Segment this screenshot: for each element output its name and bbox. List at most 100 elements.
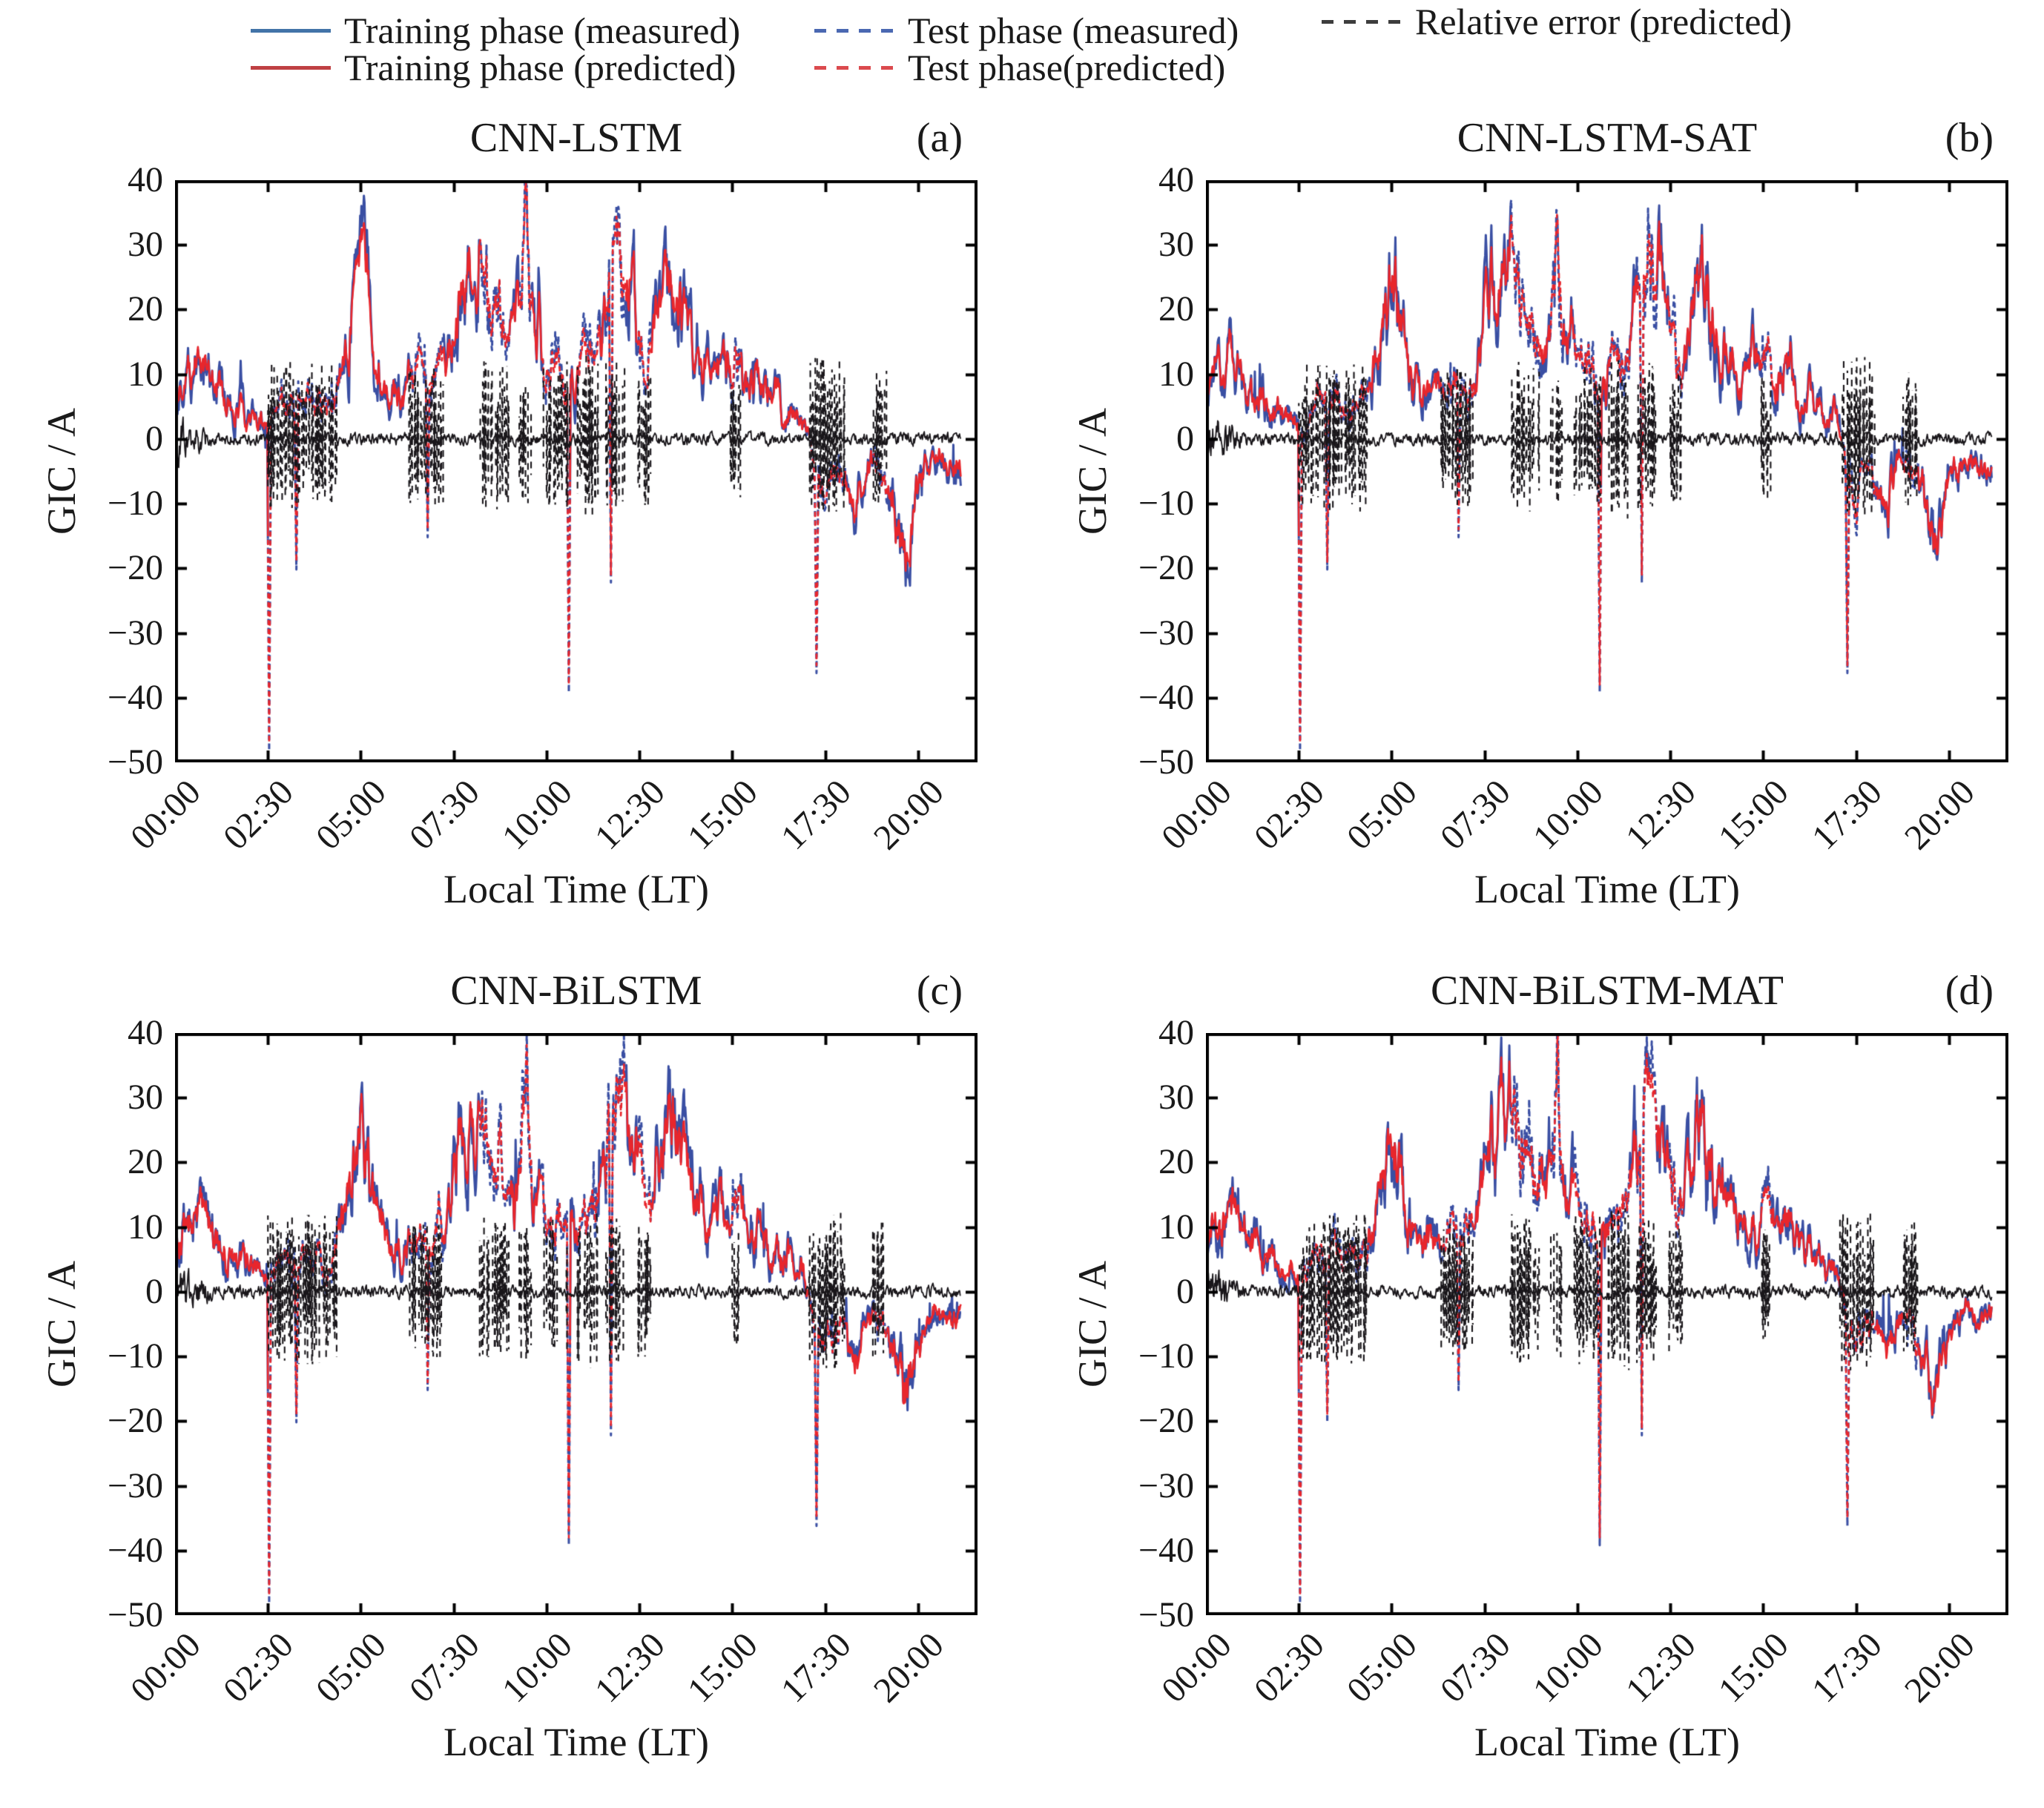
x-tick-label: 00:00 xyxy=(1153,772,1239,858)
subplot-cnn-bilstm: CNN-BiLSTM (c) GIC / A Local Time (LT) 4… xyxy=(0,948,1022,1808)
x-tick-label: 17:30 xyxy=(773,772,859,858)
x-tick-label: 12:30 xyxy=(1618,772,1704,858)
y-tick-label: −50 xyxy=(1138,1595,1194,1634)
x-tick-label: 10:00 xyxy=(1525,1625,1611,1711)
legend-line-training-measured xyxy=(251,28,331,33)
y-tick-label: −10 xyxy=(107,484,163,524)
panel-letter: (a) xyxy=(916,115,963,161)
y-tick-label: −50 xyxy=(107,1595,163,1634)
x-tick-label: 12:30 xyxy=(587,772,673,858)
y-tick-label: 20 xyxy=(128,289,163,329)
x-axis-label: Local Time (LT) xyxy=(1474,867,1740,911)
x-tick-label: 10:00 xyxy=(1525,772,1611,858)
legend-label: Training phase (predicted) xyxy=(344,47,736,88)
y-tick-label: −10 xyxy=(107,1336,163,1376)
x-tick-label: 15:00 xyxy=(680,1625,766,1711)
panel-title: CNN-BiLSTM-MAT xyxy=(1430,968,1784,1014)
x-tick-label: 17:30 xyxy=(1804,772,1890,858)
legend-item-test-predicted: Test phase(predicted) xyxy=(814,46,1225,89)
x-tick-label: 20:00 xyxy=(866,772,952,858)
x-tick-label: 02:30 xyxy=(1247,1625,1332,1711)
plot-canvas-cnn-bilstm-mat xyxy=(1206,1033,2008,1615)
x-tick-label: 07:30 xyxy=(401,1625,487,1711)
x-tick-label: 15:00 xyxy=(680,772,766,858)
legend-label: Training phase (measured) xyxy=(344,10,741,51)
y-tick-label: −30 xyxy=(107,613,163,653)
panel-letter: (c) xyxy=(916,968,963,1014)
x-tick-label: 15:00 xyxy=(1711,772,1797,858)
legend-line-test-predicted xyxy=(814,65,894,70)
x-tick-label: 15:00 xyxy=(1711,1625,1797,1711)
x-axis-label: Local Time (LT) xyxy=(444,1720,709,1764)
legend-line-training-predicted xyxy=(251,65,331,70)
y-tick-label: −40 xyxy=(1138,1530,1194,1570)
legend-item-training-measured: Training phase (measured) xyxy=(251,9,740,52)
y-tick-label: 10 xyxy=(1158,354,1194,394)
y-tick-label: −20 xyxy=(1138,1401,1194,1441)
plot-canvas-cnn-bilstm xyxy=(175,1033,978,1615)
x-tick-label: 05:00 xyxy=(1339,1625,1425,1711)
x-axis-label: Local Time (LT) xyxy=(444,867,709,911)
y-tick-label: 0 xyxy=(1176,1271,1194,1311)
y-tick-label: −50 xyxy=(107,742,163,782)
panel-title: CNN-BiLSTM xyxy=(450,968,702,1014)
y-tick-label: 30 xyxy=(128,1078,163,1118)
legend-label: Relative error (predicted) xyxy=(1415,1,1793,42)
x-tick-label: 12:30 xyxy=(587,1625,673,1711)
y-tick-label: −10 xyxy=(1138,1336,1194,1376)
panel-letter: (d) xyxy=(1945,968,1994,1014)
y-tick-label: 30 xyxy=(1158,225,1194,265)
y-tick-label: −40 xyxy=(107,1530,163,1570)
y-axis-label: GIC / A xyxy=(1070,407,1115,535)
x-tick-label: 05:00 xyxy=(309,1625,395,1711)
y-tick-label: −10 xyxy=(1138,484,1194,524)
y-tick-label: 40 xyxy=(1158,1013,1194,1052)
y-tick-label: −20 xyxy=(107,548,163,588)
y-tick-label: 40 xyxy=(1158,160,1194,199)
x-tick-label: 20:00 xyxy=(866,1625,952,1711)
x-tick-label: 10:00 xyxy=(494,1625,580,1711)
panel-letter: (b) xyxy=(1945,115,1994,161)
plot-canvas-cnn-lstm xyxy=(175,180,978,762)
x-tick-label: 17:30 xyxy=(773,1625,859,1711)
panel-title: CNN-LSTM-SAT xyxy=(1457,115,1758,161)
legend-label: Test phase(predicted) xyxy=(908,47,1226,88)
x-tick-label: 07:30 xyxy=(401,772,487,858)
y-tick-label: −20 xyxy=(1138,548,1194,588)
x-tick-label: 02:30 xyxy=(216,1625,301,1711)
y-tick-label: −30 xyxy=(1138,1465,1194,1505)
x-tick-label: 20:00 xyxy=(1896,772,1982,858)
y-tick-label: 10 xyxy=(128,1207,163,1247)
y-axis-label: GIC / A xyxy=(39,1260,84,1388)
x-tick-label: 07:30 xyxy=(1432,772,1518,858)
y-tick-label: 20 xyxy=(128,1142,163,1182)
x-tick-label: 02:30 xyxy=(216,772,301,858)
panel-title: CNN-LSTM xyxy=(469,115,683,161)
y-tick-label: −30 xyxy=(1138,613,1194,653)
y-tick-label: 0 xyxy=(1176,418,1194,458)
y-tick-label: 30 xyxy=(1158,1078,1194,1118)
legend: Training phase (measured) Training phase… xyxy=(0,0,2044,93)
x-tick-label: 12:30 xyxy=(1618,1625,1704,1711)
legend-item-training-predicted: Training phase (predicted) xyxy=(251,46,736,89)
x-tick-label: 00:00 xyxy=(122,772,208,858)
y-tick-label: 40 xyxy=(128,160,163,199)
y-tick-label: 10 xyxy=(128,354,163,394)
y-tick-label: −20 xyxy=(107,1401,163,1441)
x-tick-label: 00:00 xyxy=(1153,1625,1239,1711)
x-tick-label: 05:00 xyxy=(1339,772,1425,858)
y-tick-label: 0 xyxy=(145,418,163,458)
y-axis-label: GIC / A xyxy=(39,407,84,535)
y-tick-label: 0 xyxy=(145,1271,163,1311)
y-tick-label: 20 xyxy=(1158,289,1194,329)
subplot-cnn-lstm-sat: CNN-LSTM-SAT (b) GIC / A Local Time (LT)… xyxy=(1031,95,2044,955)
legend-line-test-measured xyxy=(814,28,894,33)
y-tick-label: 20 xyxy=(1158,1142,1194,1182)
y-tick-label: 10 xyxy=(1158,1207,1194,1247)
x-tick-label: 07:30 xyxy=(1432,1625,1518,1711)
y-tick-label: 40 xyxy=(128,1013,163,1052)
y-tick-label: −40 xyxy=(1138,677,1194,717)
y-tick-label: −40 xyxy=(107,677,163,717)
subplot-cnn-lstm: CNN-LSTM (a) GIC / A Local Time (LT) 40 3… xyxy=(0,95,1022,955)
